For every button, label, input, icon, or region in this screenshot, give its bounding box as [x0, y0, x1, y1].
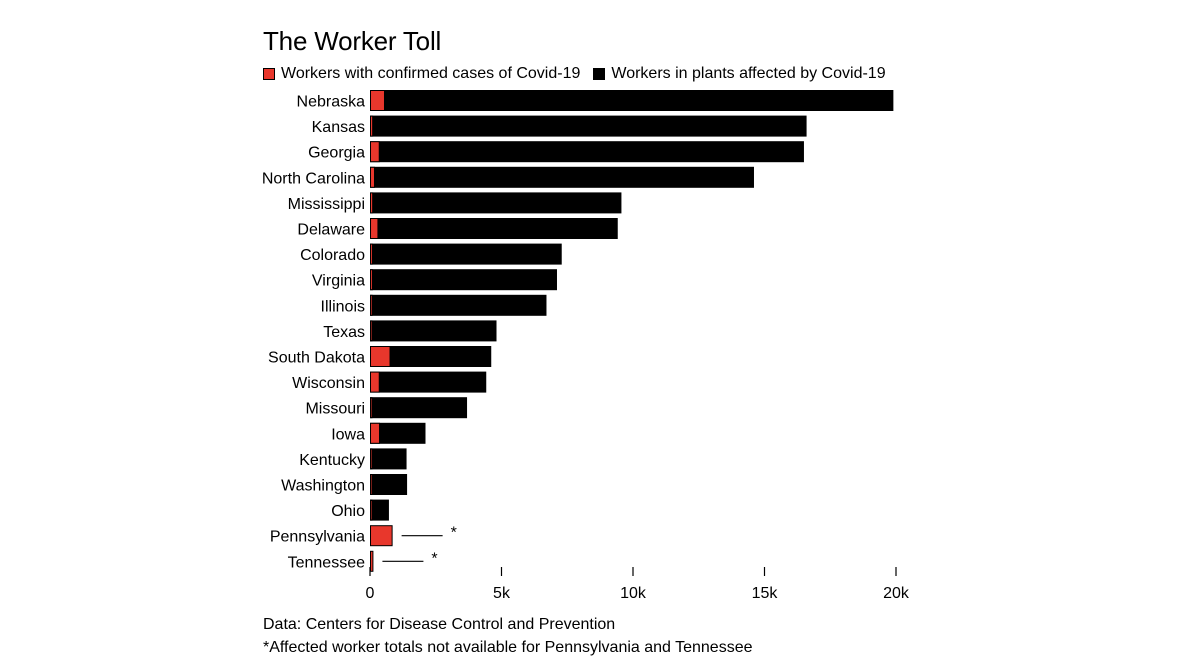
bar-affected-iowa [370, 422, 426, 444]
category-label-delaware: Delaware [297, 222, 365, 239]
x-tick-label-3: 15k [752, 585, 779, 602]
legend-label-confirmed: Workers with confirmed cases of Covid-19 [281, 65, 581, 82]
legend-swatch-confirmed [263, 68, 275, 80]
bar-affected-georgia [370, 141, 804, 163]
legend: Workers with confirmed cases of Covid-19… [263, 64, 899, 84]
category-label-south-dakota: South Dakota [268, 350, 365, 367]
bar-affected-kansas [370, 115, 807, 137]
bar-affected-washington [370, 474, 408, 495]
category-label-mississippi: Mississippi [288, 196, 365, 213]
bar-affected-delaware [370, 218, 618, 239]
chart-title: The Worker Toll [263, 26, 442, 56]
category-label-kansas: Kansas [312, 119, 365, 136]
legend-swatch-affected [593, 68, 606, 80]
category-label-tennessee: Tennessee [288, 554, 365, 571]
category-label-washington: Washington [281, 478, 365, 495]
legend-label-affected: Workers in plants affected by Covid-19 [611, 65, 886, 82]
x-tick-label-2: 10k [620, 585, 647, 602]
bar-confirmed-georgia [370, 141, 380, 163]
bar-affected-mississippi [370, 192, 622, 214]
bar-confirmed-kentucky [370, 448, 373, 470]
bar-affected-missouri [370, 397, 468, 419]
x-tick-label-1: 5k [493, 585, 511, 602]
bar-confirmed-missouri [370, 397, 373, 419]
bar-affected-wisconsin [370, 371, 487, 393]
category-label-ohio: Ohio [331, 503, 365, 520]
bar-confirmed-tennessee [370, 550, 374, 572]
bar-affected-illinois [370, 294, 547, 316]
bar-confirmed-virginia [370, 269, 373, 291]
category-label-missouri: Missouri [305, 401, 365, 418]
legend-item-affected: Workers in plants affected by Covid-19 [593, 65, 886, 83]
bar-affected-colorado [370, 243, 562, 265]
bar-confirmed-nebraska [370, 90, 385, 111]
bar-affected-north-carolina [370, 166, 754, 188]
category-label-virginia: Virginia [312, 273, 365, 290]
bar-confirmed-iowa [370, 422, 380, 444]
bar-confirmed-texas [370, 320, 373, 342]
bar-confirmed-south-dakota [370, 346, 391, 367]
bar-confirmed-kansas [370, 115, 374, 137]
bar-confirmed-delaware [370, 218, 379, 239]
bar-affected-texas [370, 320, 497, 342]
bar-confirmed-ohio [370, 499, 373, 521]
bar-confirmed-north-carolina [370, 166, 375, 188]
category-label-iowa: Iowa [331, 426, 365, 443]
asterisk-mark-tennessee: * [431, 550, 437, 567]
bar-affected-ohio [370, 499, 389, 521]
bar-affected-nebraska [370, 90, 894, 111]
x-tick-label-4: 20k [883, 585, 910, 602]
category-label-kentucky: Kentucky [299, 452, 365, 469]
category-label-colorado: Colorado [300, 247, 365, 264]
bar-confirmed-washington [370, 474, 373, 495]
x-tick-label-0: 0 [366, 585, 375, 602]
bar-affected-kentucky [370, 448, 407, 470]
category-label-georgia: Georgia [308, 145, 365, 162]
bar-affected-south-dakota [370, 346, 492, 367]
legend-item-confirmed: Workers with confirmed cases of Covid-19 [263, 65, 580, 83]
bar-confirmed-wisconsin [370, 371, 380, 393]
asterisk-mark-pennsylvania: * [451, 525, 457, 542]
bar-confirmed-illinois [370, 294, 373, 316]
category-label-north-carolina: North Carolina [262, 170, 365, 187]
category-label-nebraska: Nebraska [297, 94, 366, 111]
category-label-wisconsin: Wisconsin [292, 375, 365, 392]
bar-confirmed-mississippi [370, 192, 374, 214]
category-label-texas: Texas [323, 324, 365, 341]
footnote: *Affected worker totals not available fo… [263, 639, 753, 656]
bar-affected-virginia [370, 269, 557, 291]
category-label-pennsylvania: Pennsylvania [270, 529, 365, 546]
category-label-illinois: Illinois [321, 298, 365, 315]
bar-confirmed-pennsylvania [370, 525, 393, 547]
source-note: Data: Centers for Disease Control and Pr… [263, 616, 616, 633]
bar-confirmed-colorado [370, 243, 373, 265]
